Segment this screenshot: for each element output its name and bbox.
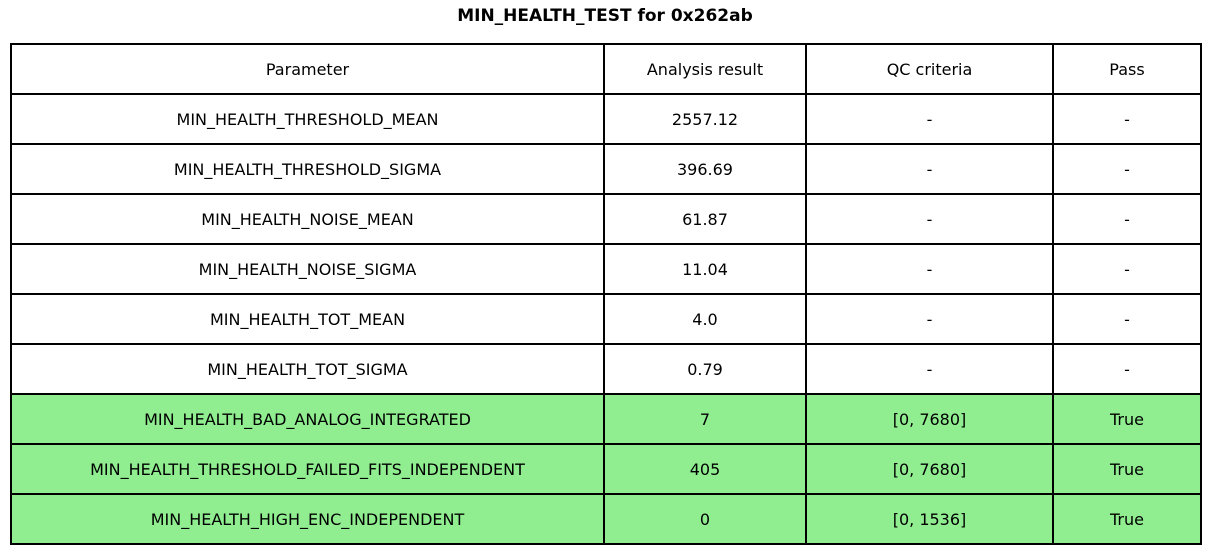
cell-pass: -: [1052, 293, 1202, 345]
cell-parameter: MIN_HEALTH_HIGH_ENC_INDEPENDENT: [10, 493, 605, 545]
cell-analysis-result: 0.79: [603, 343, 807, 395]
table-row: MIN_HEALTH_TOT_MEAN 4.0 - -: [10, 293, 1202, 345]
cell-qc-criteria: -: [805, 243, 1054, 295]
cell-qc-criteria: -: [805, 293, 1054, 345]
table-row: MIN_HEALTH_HIGH_ENC_INDEPENDENT 0 [0, 15…: [10, 493, 1202, 545]
cell-qc-criteria: -: [805, 143, 1054, 195]
table-row: MIN_HEALTH_THRESHOLD_SIGMA 396.69 - -: [10, 143, 1202, 195]
page-title: MIN_HEALTH_TEST for 0x262ab: [457, 6, 753, 26]
cell-pass: -: [1052, 143, 1202, 195]
cell-qc-criteria: -: [805, 93, 1054, 145]
column-header-parameter: Parameter: [10, 43, 605, 95]
cell-qc-criteria: -: [805, 193, 1054, 245]
table-row: MIN_HEALTH_THRESHOLD_FAILED_FITS_INDEPEN…: [10, 443, 1202, 495]
cell-pass: -: [1052, 343, 1202, 395]
cell-qc-criteria: [0, 7680]: [805, 443, 1054, 495]
column-header-qc-criteria: QC criteria: [805, 43, 1054, 95]
cell-pass: True: [1052, 393, 1202, 445]
column-header-analysis-result: Analysis result: [603, 43, 807, 95]
cell-analysis-result: 396.69: [603, 143, 807, 195]
table-row: MIN_HEALTH_NOISE_MEAN 61.87 - -: [10, 193, 1202, 245]
cell-parameter: MIN_HEALTH_THRESHOLD_MEAN: [10, 93, 605, 145]
cell-qc-criteria: [0, 1536]: [805, 493, 1054, 545]
cell-parameter: MIN_HEALTH_TOT_SIGMA: [10, 343, 605, 395]
table-header-row: Parameter Analysis result QC criteria Pa…: [10, 43, 1202, 95]
table-row: MIN_HEALTH_BAD_ANALOG_INTEGRATED 7 [0, 7…: [10, 393, 1202, 445]
cell-analysis-result: 11.04: [603, 243, 807, 295]
cell-analysis-result: 0: [603, 493, 807, 545]
table-row: MIN_HEALTH_THRESHOLD_MEAN 2557.12 - -: [10, 93, 1202, 145]
qc-results-table: Parameter Analysis result QC criteria Pa…: [10, 43, 1202, 545]
cell-qc-criteria: [0, 7680]: [805, 393, 1054, 445]
cell-pass: -: [1052, 193, 1202, 245]
cell-parameter: MIN_HEALTH_THRESHOLD_SIGMA: [10, 143, 605, 195]
cell-analysis-result: 4.0: [603, 293, 807, 345]
cell-pass: -: [1052, 93, 1202, 145]
cell-pass: True: [1052, 443, 1202, 495]
cell-parameter: MIN_HEALTH_TOT_MEAN: [10, 293, 605, 345]
cell-analysis-result: 61.87: [603, 193, 807, 245]
cell-parameter: MIN_HEALTH_NOISE_MEAN: [10, 193, 605, 245]
cell-analysis-result: 7: [603, 393, 807, 445]
cell-analysis-result: 2557.12: [603, 93, 807, 145]
table-row: MIN_HEALTH_TOT_SIGMA 0.79 - -: [10, 343, 1202, 395]
cell-parameter: MIN_HEALTH_THRESHOLD_FAILED_FITS_INDEPEN…: [10, 443, 605, 495]
cell-analysis-result: 405: [603, 443, 807, 495]
cell-qc-criteria: -: [805, 343, 1054, 395]
cell-parameter: MIN_HEALTH_BAD_ANALOG_INTEGRATED: [10, 393, 605, 445]
table-row: MIN_HEALTH_NOISE_SIGMA 11.04 - -: [10, 243, 1202, 295]
cell-parameter: MIN_HEALTH_NOISE_SIGMA: [10, 243, 605, 295]
column-header-pass: Pass: [1052, 43, 1202, 95]
cell-pass: True: [1052, 493, 1202, 545]
cell-pass: -: [1052, 243, 1202, 295]
